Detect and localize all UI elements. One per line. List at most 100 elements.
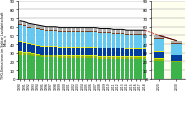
Bar — [98, 57, 102, 58]
Bar — [31, 25, 35, 28]
Bar — [76, 48, 80, 56]
Bar — [103, 58, 106, 59]
Bar — [116, 57, 120, 58]
Bar — [85, 47, 89, 48]
Bar — [27, 44, 31, 45]
Bar — [54, 32, 57, 46]
Bar — [27, 53, 31, 56]
Bar — [89, 58, 93, 79]
Bar — [154, 52, 164, 58]
Bar — [134, 50, 138, 57]
Bar — [171, 41, 182, 44]
Bar — [40, 58, 44, 79]
Bar — [103, 34, 106, 48]
Bar — [116, 58, 120, 59]
Bar — [31, 53, 35, 54]
Bar — [112, 58, 115, 59]
Bar — [130, 57, 133, 58]
Bar — [121, 48, 124, 49]
Bar — [116, 34, 120, 48]
Bar — [45, 27, 48, 31]
Bar — [138, 34, 142, 35]
Bar — [121, 49, 124, 57]
Bar — [58, 28, 62, 32]
Bar — [81, 58, 84, 79]
Bar — [63, 28, 66, 32]
Bar — [94, 48, 97, 56]
Bar — [121, 58, 124, 59]
Bar — [67, 47, 71, 48]
Bar — [89, 57, 93, 58]
Bar — [49, 46, 53, 47]
Bar — [76, 57, 80, 58]
Bar — [154, 40, 164, 52]
Bar — [125, 50, 129, 57]
Bar — [81, 56, 84, 57]
Bar — [31, 29, 35, 45]
Bar — [130, 34, 133, 35]
Bar — [130, 58, 133, 59]
Bar — [138, 57, 142, 58]
Bar — [125, 58, 129, 59]
Bar — [112, 49, 115, 57]
Bar — [98, 49, 102, 57]
Bar — [154, 58, 164, 59]
Bar — [81, 48, 84, 56]
Bar — [89, 56, 93, 57]
Bar — [63, 56, 66, 57]
Text: THG-Emissionen im Sektor Landwirtschaft: THG-Emissionen im Sektor Landwirtschaft — [1, 12, 5, 79]
Bar — [58, 57, 62, 58]
Bar — [107, 49, 111, 57]
Bar — [107, 29, 111, 33]
Bar — [103, 57, 106, 58]
Bar — [36, 57, 39, 79]
Bar — [54, 58, 57, 79]
Bar — [27, 24, 31, 27]
Bar — [98, 59, 102, 79]
Bar — [121, 59, 124, 79]
Bar — [103, 29, 106, 33]
Bar — [130, 59, 133, 79]
Bar — [81, 28, 84, 32]
Bar — [134, 57, 138, 58]
Bar — [143, 58, 147, 59]
Bar — [143, 34, 147, 35]
Bar — [76, 56, 80, 57]
Bar — [67, 57, 71, 58]
Bar — [76, 28, 80, 32]
Bar — [94, 47, 97, 48]
Bar — [134, 49, 138, 50]
Bar — [81, 33, 84, 47]
Bar — [76, 47, 80, 48]
Bar — [103, 33, 106, 34]
Bar — [40, 56, 44, 58]
Bar — [45, 47, 48, 55]
Bar — [23, 43, 26, 44]
Bar — [112, 34, 115, 48]
Bar — [103, 59, 106, 79]
Bar — [85, 57, 89, 58]
Bar — [72, 58, 75, 79]
Bar — [116, 30, 120, 34]
Bar — [171, 61, 182, 62]
Bar — [36, 30, 39, 46]
Bar — [125, 31, 129, 34]
Bar — [45, 55, 48, 56]
Bar — [89, 32, 93, 33]
Bar — [63, 32, 66, 33]
Bar — [85, 33, 89, 47]
Bar — [116, 48, 120, 49]
Bar — [171, 45, 182, 55]
Bar — [134, 59, 138, 79]
Bar — [63, 33, 66, 47]
Bar — [31, 28, 35, 29]
Bar — [67, 33, 71, 47]
Bar — [94, 32, 97, 33]
Bar — [49, 55, 53, 56]
Bar — [40, 46, 44, 47]
Bar — [63, 57, 66, 58]
Bar — [121, 34, 124, 48]
Bar — [49, 47, 53, 55]
Bar — [45, 58, 48, 79]
Bar — [27, 56, 31, 79]
